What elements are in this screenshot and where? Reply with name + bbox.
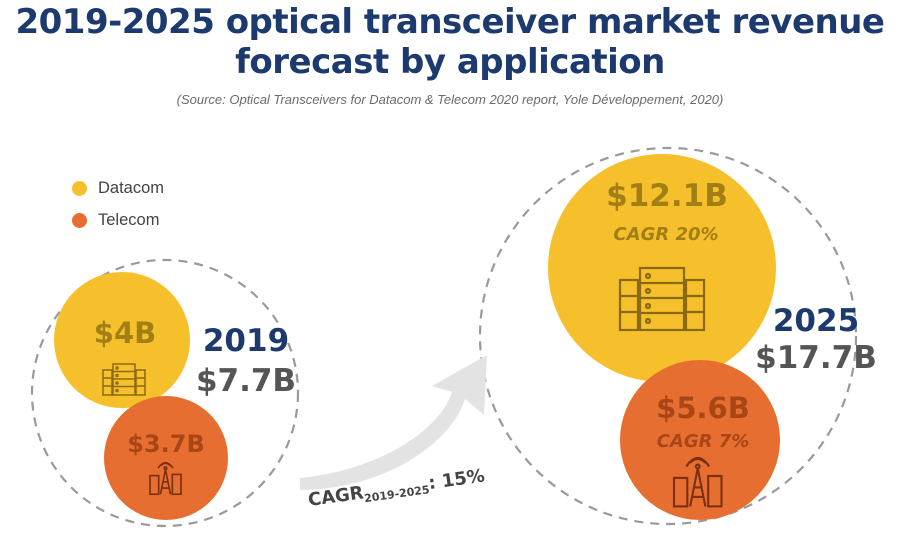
legend-item-datacom: Datacom [72, 172, 164, 204]
legend-swatch-datacom [72, 180, 87, 196]
source-note: (Source: Optical Transceivers for Dataco… [176, 92, 724, 107]
legend-swatch-telecom [72, 212, 87, 228]
legend: Datacom Telecom [72, 172, 164, 236]
overall-cagr-subscript: 2019-2025 [363, 483, 430, 505]
legend-label-datacom: Datacom [98, 178, 165, 197]
cell-tower-icon-large [672, 456, 723, 508]
value-label-datacom-2019: $4B [94, 316, 156, 350]
cell-tower-icon [149, 461, 182, 496]
value-label-telecom-2025: $5.6B [656, 391, 750, 425]
server-rack-icon [102, 363, 146, 396]
legend-item-telecom: Telecom [72, 204, 164, 236]
ring-2019 [30, 258, 300, 528]
legend-label-telecom: Telecom [98, 210, 160, 229]
total-label-2019: $7.7B [196, 363, 296, 399]
growth-arrow [300, 355, 487, 490]
overall-cagr-label: CAGR2019-2025: 15% [307, 465, 487, 513]
bubble-datacom-2019 [54, 272, 190, 408]
title-line-1: 2019-2025 optical transceiver market rev… [15, 2, 885, 42]
title-line-2: forecast by application [235, 42, 665, 82]
total-label-2025: $17.7B [755, 340, 877, 376]
overall-cagr-value: : 15% [427, 465, 486, 494]
year-label-2025: 2025 [773, 303, 859, 339]
cagr-label-datacom: CAGR 20% [613, 224, 718, 245]
bubble-telecom-2025 [620, 360, 780, 520]
year-label-2019: 2019 [203, 323, 289, 359]
page-title: 2019-2025 optical transceiver market rev… [0, 2, 900, 82]
value-label-datacom-2025: $12.1B [606, 178, 728, 214]
ring-2025 [478, 146, 858, 526]
cagr-label-telecom: CAGR 7% [657, 431, 750, 452]
server-rack-icon-large [618, 266, 706, 332]
value-label-telecom-2019: $3.7B [127, 430, 205, 458]
bubble-telecom-2019 [104, 396, 228, 520]
